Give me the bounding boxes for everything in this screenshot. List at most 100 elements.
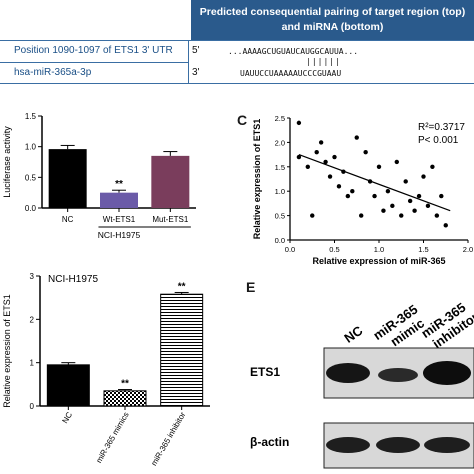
x-tick-label: 1.0 xyxy=(374,245,384,254)
bar-wt-ets1 xyxy=(100,192,138,208)
x-tick-label: miR-365 inhibitor xyxy=(149,410,187,467)
x-tick-label: Wt-ETS1 xyxy=(103,215,136,224)
x-tick-label: 0.5 xyxy=(329,245,339,254)
scatter-point xyxy=(310,213,315,218)
mirna-sequence: UAUUCCUAAAAAUCCCGUAAU xyxy=(240,69,342,78)
y-tick-label: 2.0 xyxy=(275,138,285,147)
scatter-point xyxy=(372,193,377,199)
actin-band-nc xyxy=(326,437,370,453)
blot-row-label-actin: β-actin xyxy=(250,435,289,449)
table-bottom-rule xyxy=(0,83,474,84)
pairing-marks: |||||| xyxy=(306,57,341,66)
chart-title: NCI-H1975 xyxy=(48,274,98,285)
significance-mark: ** xyxy=(115,179,123,190)
regression-line xyxy=(298,154,451,212)
scatter-point xyxy=(434,213,440,218)
x-tick-label: miR-365 mimics xyxy=(94,411,130,465)
y-axis-title: Relative expression of ETS1 xyxy=(252,119,262,240)
r-squared-annotation: R²=0.3717 xyxy=(418,122,465,133)
x-tick-label: 1.5 xyxy=(418,245,428,254)
y-tick-label: 0.0 xyxy=(275,236,285,245)
scatter-point xyxy=(327,174,333,179)
table-separator xyxy=(188,40,189,84)
y-axis-title: Relative expression of ETS1 xyxy=(2,294,12,408)
ets1-expression-bar-chart: 0 1 2 3 NCI-H1975 Relative expression of ETS1… xyxy=(2,272,210,467)
three-prime-label: 3' xyxy=(192,67,200,78)
scatter-point xyxy=(439,193,444,199)
scatter-point xyxy=(399,213,404,218)
luciferase-bar-chart: 0.0 0.5 1.0 1.5 Luciferase activity NC Wt-ETS1… xyxy=(2,112,196,240)
scatter-point xyxy=(412,208,417,213)
panel-c-letter: C xyxy=(237,112,248,128)
scatter-point xyxy=(314,149,319,155)
y-tick-label: 3 xyxy=(30,272,35,281)
scatter-point xyxy=(323,159,328,165)
bar-mut-ets1 xyxy=(151,155,190,208)
blot-lane-label: miR-365inhibitor xyxy=(418,297,474,353)
y-tick-label: 2 xyxy=(30,315,35,324)
blot-lane-label: NC xyxy=(341,322,365,345)
significance-mark: ** xyxy=(178,281,186,292)
scatter-point xyxy=(394,159,399,165)
y-tick-label: 0 xyxy=(30,402,35,411)
western-blot-panel: NC miR-365mimic miR-365inhibitor ETS1 β-… xyxy=(250,297,474,469)
scatter-point xyxy=(430,164,435,169)
ets1-band-inhibitor xyxy=(423,361,471,385)
y-tick-label: 1.5 xyxy=(25,112,37,121)
scatter-point xyxy=(296,120,302,126)
y-tick-label: 0.5 xyxy=(275,212,285,221)
scatter-point xyxy=(385,189,391,194)
panel-e-letter: E xyxy=(246,279,256,295)
x-tick-label: NC xyxy=(62,215,74,224)
y-tick-label: 0.5 xyxy=(25,173,37,182)
scatter-point xyxy=(345,193,351,199)
ets1-band-nc xyxy=(326,363,370,383)
bar-0 xyxy=(46,364,90,407)
y-tick-label: 1 xyxy=(30,359,35,368)
mirna-label: hsa-miR-365a-3p xyxy=(14,67,92,78)
scatter-point xyxy=(318,140,324,145)
scatter-point xyxy=(376,164,382,169)
bar-1 xyxy=(103,390,147,407)
x-tick-label: NC xyxy=(60,410,74,425)
y-tick-label: 1.0 xyxy=(275,187,285,196)
scatter-point xyxy=(407,198,413,204)
y-tick-label: 1.5 xyxy=(275,163,285,172)
scatter-point xyxy=(381,208,386,213)
scatter-point xyxy=(296,154,302,160)
target-sequence: ...AAAAGCUGUAUCAUGGCAUUA... xyxy=(228,47,359,56)
x-tick-label: 0.0 xyxy=(285,245,295,254)
scatter-point xyxy=(363,149,368,155)
table-header: Predicted consequential pairing of targe… xyxy=(191,0,474,40)
y-tick-label: 1.0 xyxy=(25,143,37,152)
y-tick-label: 0.0 xyxy=(25,204,37,213)
table-rule xyxy=(0,40,474,41)
ets1-band-mimic xyxy=(378,368,418,382)
x-tick-label: 2.0 xyxy=(463,245,473,254)
bar-nc xyxy=(48,149,87,208)
scatter-point xyxy=(425,203,431,209)
bar-2 xyxy=(160,293,204,407)
table-row-rule xyxy=(0,62,188,63)
utr-position-label: Position 1090-1097 of ETS1 3' UTR xyxy=(14,45,173,56)
scatter-point xyxy=(416,193,422,199)
scatter-point xyxy=(443,223,448,228)
scatter-point xyxy=(359,213,364,218)
actin-band-mimic xyxy=(376,437,420,453)
y-tick-label: 2.5 xyxy=(275,114,285,123)
scatter-point xyxy=(336,184,342,189)
p-value-annotation: P< 0.001 xyxy=(418,135,459,146)
x-group-label: NCI-H1975 xyxy=(98,230,141,240)
x-tick-label: Mut-ETS1 xyxy=(152,215,189,224)
scatter-point xyxy=(421,174,426,179)
actin-band-inhibitor xyxy=(424,437,470,453)
scatter-point xyxy=(305,164,310,169)
five-prime-label: 5' xyxy=(192,45,200,56)
scatter-point xyxy=(403,179,408,184)
significance-mark: ** xyxy=(121,379,129,390)
scatter-point xyxy=(354,135,359,140)
scatter-point xyxy=(390,203,395,209)
scatter-point xyxy=(350,189,355,194)
y-axis-title: Luciferase activity xyxy=(2,126,12,198)
x-axis-title: Relative expression of miR-365 xyxy=(312,256,445,266)
